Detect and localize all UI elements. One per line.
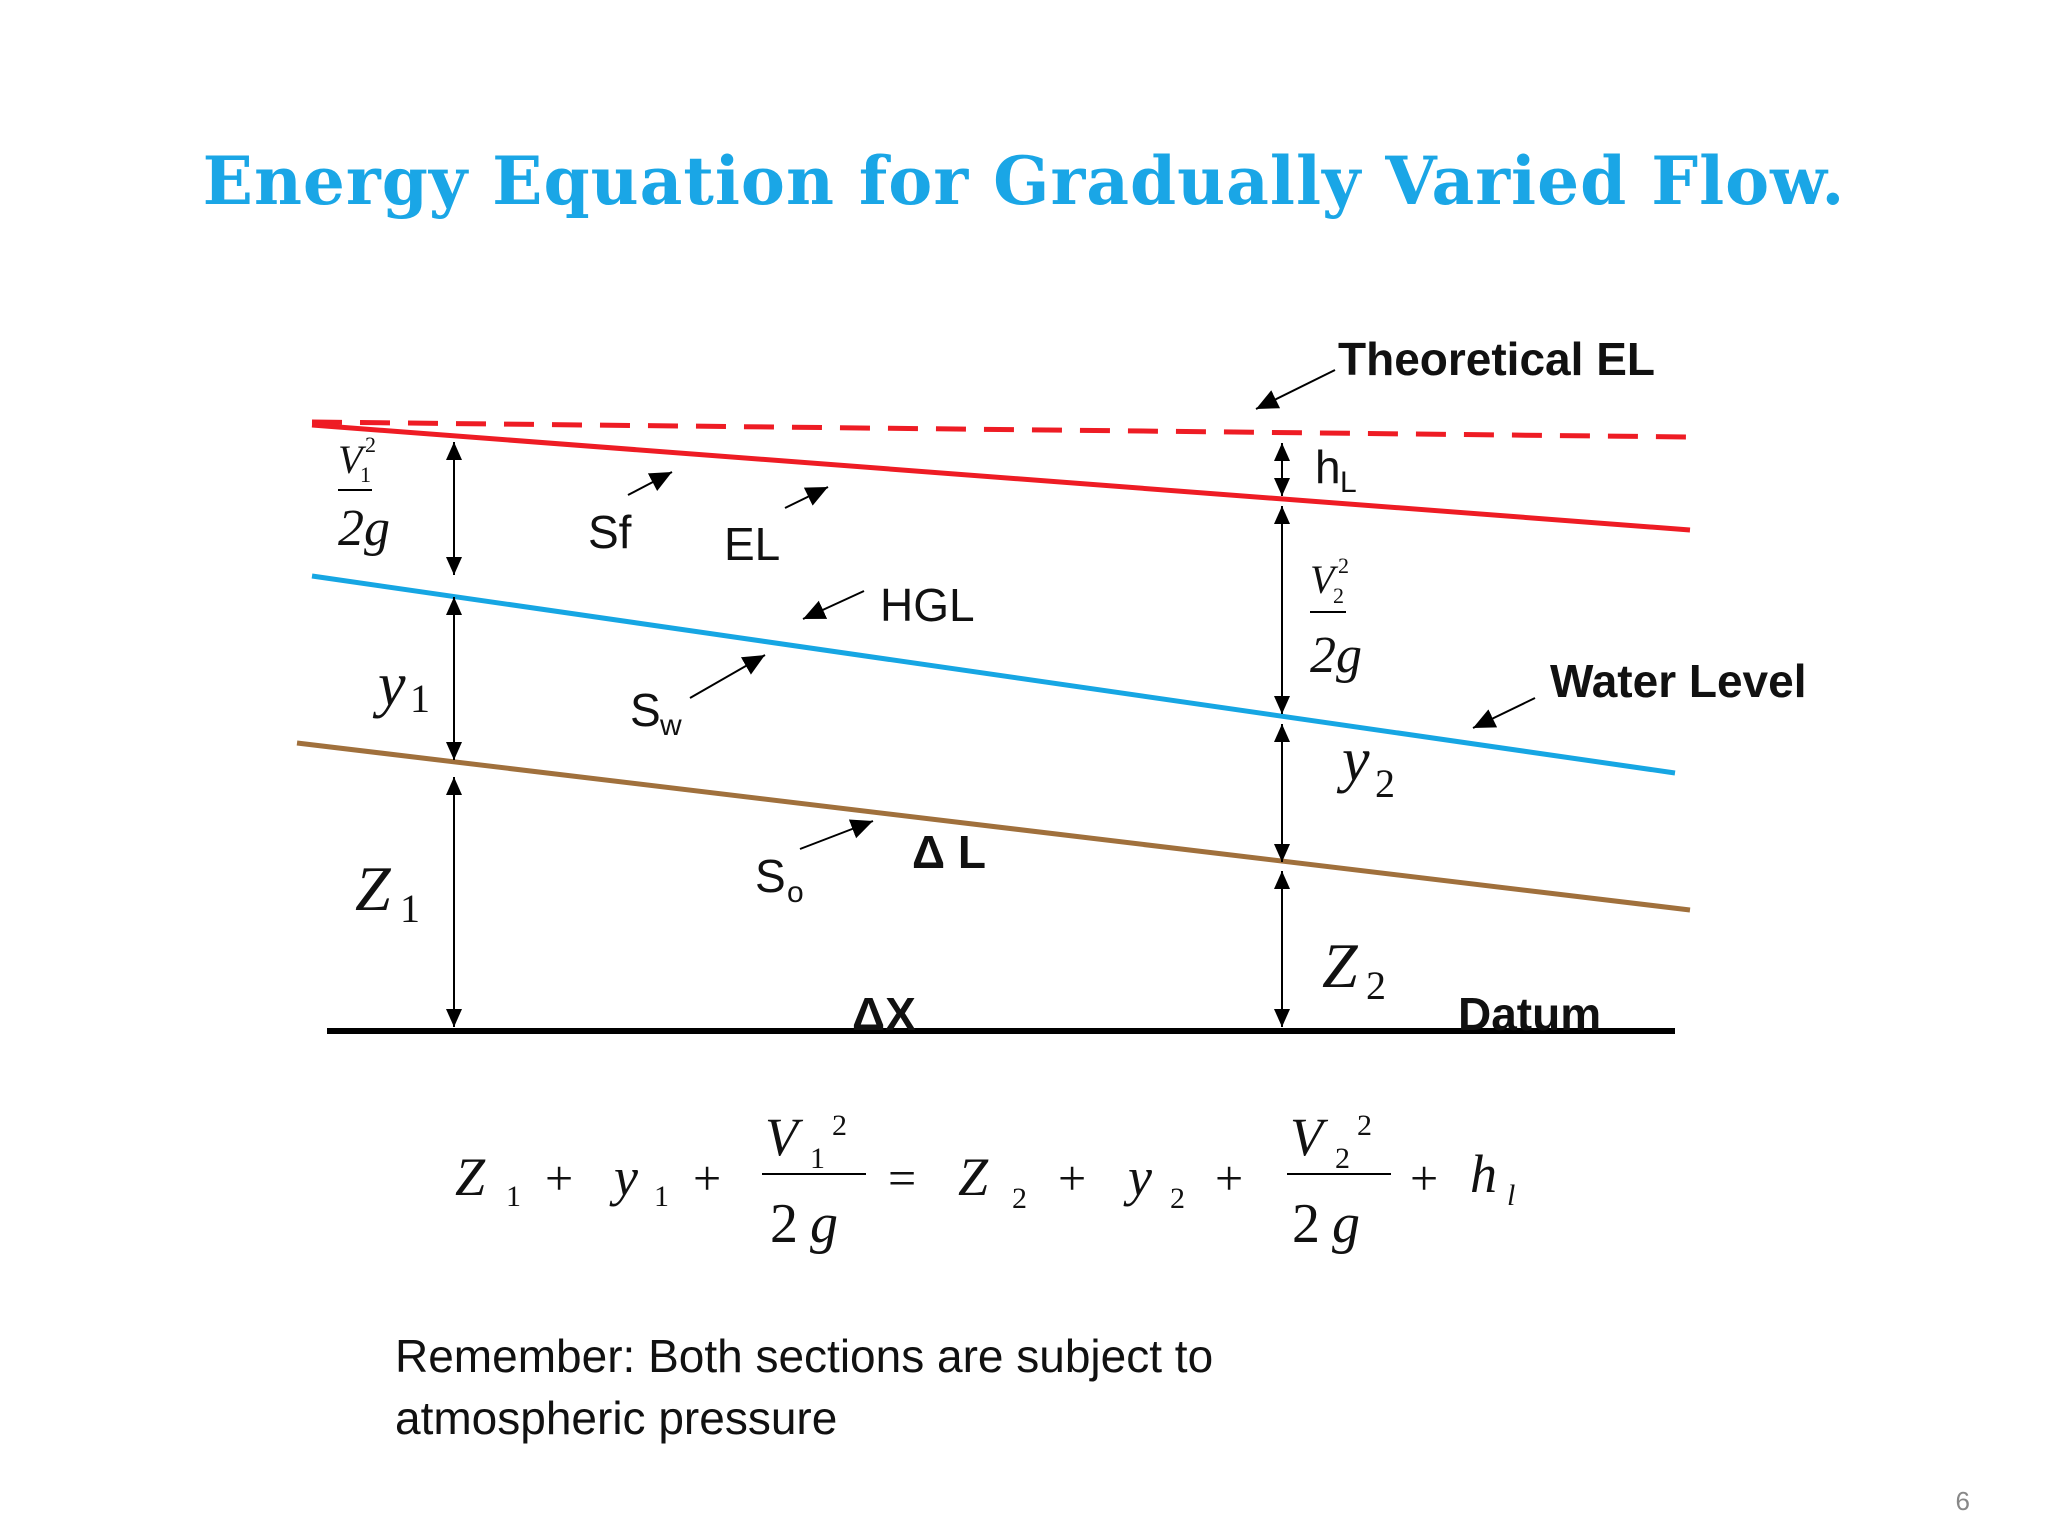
datum-label: Datum <box>1458 988 1601 1040</box>
slide-title: Energy Equation for Gradually Varied Flo… <box>202 142 1846 220</box>
hl-subscript: L <box>1340 466 1357 499</box>
z1-subscript: 1 <box>400 886 420 931</box>
z1-label: Z <box>355 853 392 924</box>
eq-equals: = <box>888 1150 916 1206</box>
sw-label: S <box>630 684 661 736</box>
hydraulic-grade-line <box>311 573 1676 776</box>
el-pointer <box>784 486 829 509</box>
y1-subscript: 1 <box>410 676 430 721</box>
sw-subscript: w <box>659 709 682 742</box>
note-line-1: Remember: Both sections are subject to <box>395 1330 1214 1382</box>
theoretical-el-pointer <box>1255 369 1336 410</box>
energy-equation: Z 1 + y 1 + V 2 1 2 g = Z 2 + y 2 + V 2 … <box>455 1107 1515 1255</box>
so-pointer <box>799 819 874 850</box>
z2-subscript: 2 <box>1366 963 1386 1008</box>
eq-v1-sup: 2 <box>832 1109 847 1142</box>
eq-h-sub: l <box>1507 1179 1515 1212</box>
note-line-2: atmospheric pressure <box>395 1392 838 1444</box>
v2-superscript: 2 <box>1338 553 1349 578</box>
eq-den1-two: 2 <box>770 1193 798 1255</box>
page-number: 6 <box>1955 1486 1970 1516</box>
hgl-pointer <box>802 590 865 620</box>
v1-subscript: 1 <box>360 462 371 487</box>
eq-v1-sub: 1 <box>810 1142 825 1175</box>
eq-plus-2: + <box>693 1150 721 1206</box>
v2-numerator: V <box>1310 557 1339 602</box>
hl-label: h <box>1315 441 1341 493</box>
eq-v2-sub: 2 <box>1335 1142 1350 1175</box>
eq-den2-two: 2 <box>1292 1193 1320 1255</box>
y2-subscript: 2 <box>1375 761 1395 806</box>
eq-plus-5: + <box>1410 1150 1438 1206</box>
so-label: S <box>755 850 786 902</box>
y1-label: y <box>372 651 406 719</box>
y2-label: y <box>1336 726 1370 794</box>
eq-v1: V <box>765 1107 804 1167</box>
eq-plus-4: + <box>1215 1150 1243 1206</box>
v1-superscript: 2 <box>365 432 376 457</box>
channel-bed-line <box>296 740 1691 913</box>
eq-den2-g: g <box>1332 1193 1360 1255</box>
theoretical-el-line <box>311 419 1691 440</box>
eq-z1-sub: 1 <box>506 1180 521 1213</box>
eq-y2-sub: 2 <box>1170 1182 1185 1215</box>
v2-subscript: 2 <box>1333 583 1344 608</box>
eq-h: h <box>1470 1144 1497 1204</box>
water-level-pointer <box>1472 697 1536 729</box>
v1-numerator: V <box>338 437 367 482</box>
delta-l-label: Δ L <box>912 826 986 878</box>
energy-line <box>311 422 1691 533</box>
water-level-label: Water Level <box>1550 655 1807 707</box>
eq-y2: y <box>1123 1147 1152 1207</box>
eq-v2: V <box>1290 1107 1329 1167</box>
theoretical-el-label: Theoretical EL <box>1338 333 1655 385</box>
sw-pointer <box>689 654 766 699</box>
delta-x-label: ΔX <box>852 988 916 1040</box>
atmospheric-pressure-note: Remember: Both sections are subject to a… <box>395 1325 1495 1449</box>
sf-pointer <box>627 471 673 496</box>
eq-den1-g: g <box>810 1193 838 1255</box>
eq-z2-sub: 2 <box>1012 1182 1027 1215</box>
eq-plus-3: + <box>1058 1150 1086 1206</box>
v1-two-g: 2g <box>338 500 390 557</box>
eq-y1: y <box>609 1147 638 1207</box>
z2-label: Z <box>1322 930 1359 1001</box>
so-subscript: o <box>787 876 804 909</box>
eq-y1-sub: 1 <box>654 1180 669 1213</box>
hgl-label: HGL <box>880 579 975 631</box>
eq-v2-sup: 2 <box>1357 1109 1372 1142</box>
eq-z2: Z <box>958 1147 989 1207</box>
el-label: EL <box>724 518 780 570</box>
v2-two-g: 2g <box>1310 627 1362 684</box>
sf-label: Sf <box>588 506 632 558</box>
eq-plus-1: + <box>545 1150 573 1206</box>
eq-z1: Z <box>455 1147 486 1207</box>
